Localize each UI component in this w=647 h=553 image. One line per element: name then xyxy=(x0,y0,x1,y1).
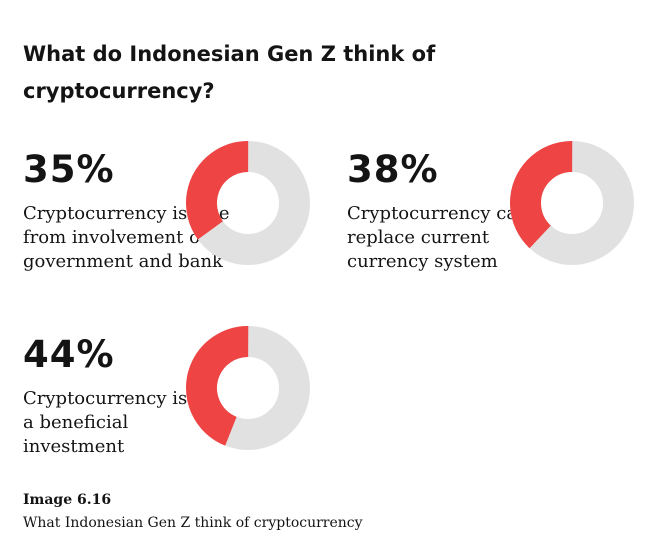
stat-block-1: 35% Cryptocurrency is free from involvem… xyxy=(23,150,253,274)
donut-chart-1 xyxy=(186,141,310,265)
caption-text: What Indonesian Gen Z think of cryptocur… xyxy=(23,515,363,531)
stat-1-description: Cryptocurrency is free from involvement … xyxy=(23,203,230,272)
caption-label: Image 6.16 xyxy=(23,492,112,508)
stat-3-percent: 44% xyxy=(23,333,115,376)
stat-block-2: 38% Cryptocurrency can replace current c… xyxy=(347,150,532,274)
stat-block-3: 44% Cryptocurrency is a beneficial inves… xyxy=(23,335,188,459)
donut-value-segment xyxy=(186,141,310,265)
donut-chart-3 xyxy=(186,326,310,450)
stat-3-description: Cryptocurrency is a beneficial investmen… xyxy=(23,388,188,457)
donut-chart-2 xyxy=(510,141,634,265)
stat-2-description: Cryptocurrency can replace current curre… xyxy=(347,203,529,272)
stat-2-percent: 38% xyxy=(347,148,439,191)
stat-1-percent: 35% xyxy=(23,148,115,191)
chart-title: What do Indonesian Gen Z think of crypto… xyxy=(23,42,436,103)
